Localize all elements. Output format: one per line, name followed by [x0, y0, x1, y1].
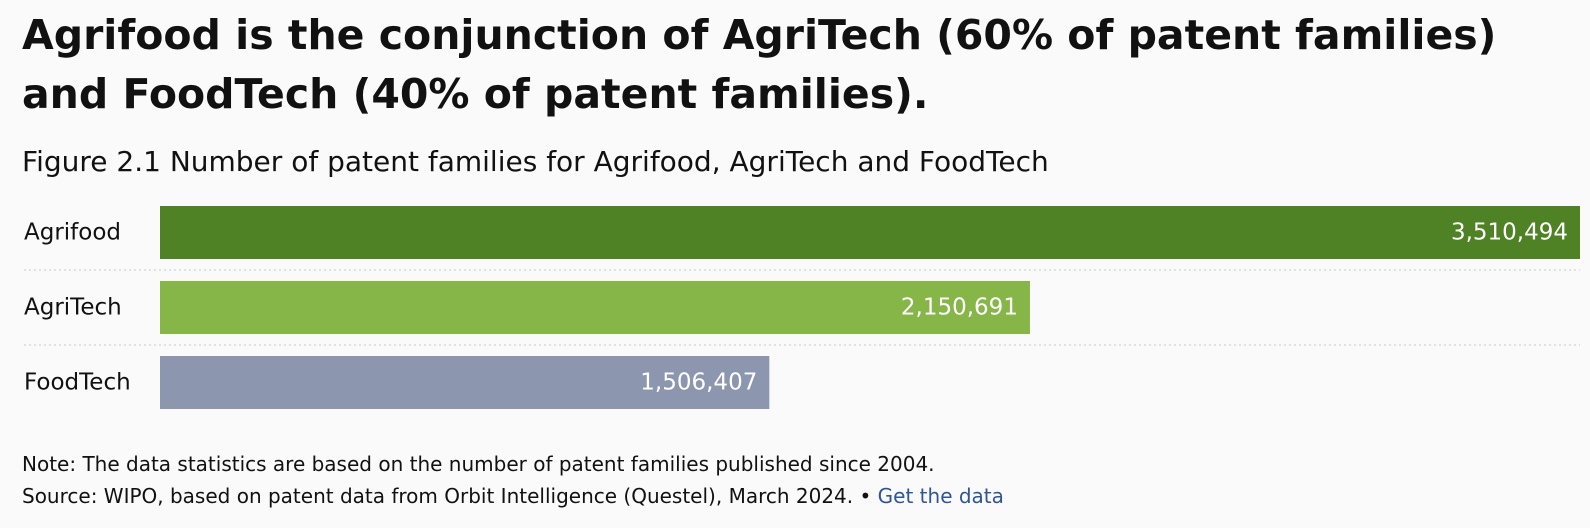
headline: Agrifood is the conjunction of AgriTech …: [22, 11, 1497, 118]
bar-chart-svg: Agrifood 3,510,494 AgriTech 2,150,691 FoodTe…: [24, 206, 1580, 409]
bar-agritech: [160, 281, 1030, 334]
chart-note: Note: The data statistics are based on t…: [22, 452, 935, 476]
value-label-agritech: 2,150,691: [901, 295, 1018, 321]
bar-foodtech: [160, 356, 770, 409]
value-label-foodtech: 1,506,407: [640, 370, 757, 396]
bar-agrifood: [160, 206, 1580, 259]
source-text: Source: WIPO, based on patent data from …: [22, 484, 854, 508]
category-label-agrifood: Agrifood: [24, 220, 121, 246]
source-separator: •: [859, 484, 872, 508]
bar-chart: Agrifood 3,510,494 AgriTech 2,150,691 FoodTe…: [0, 196, 1590, 418]
chart-source: Source: WIPO, based on patent data from …: [22, 481, 1004, 512]
category-label-foodtech: FoodTech: [24, 370, 131, 396]
figure-title: Figure 2.1 Number of patent families for…: [22, 145, 1049, 178]
get-the-data-link[interactable]: Get the data: [877, 484, 1004, 508]
value-label-agrifood: 3,510,494: [1451, 220, 1568, 246]
category-label-agritech: AgriTech: [24, 295, 122, 321]
